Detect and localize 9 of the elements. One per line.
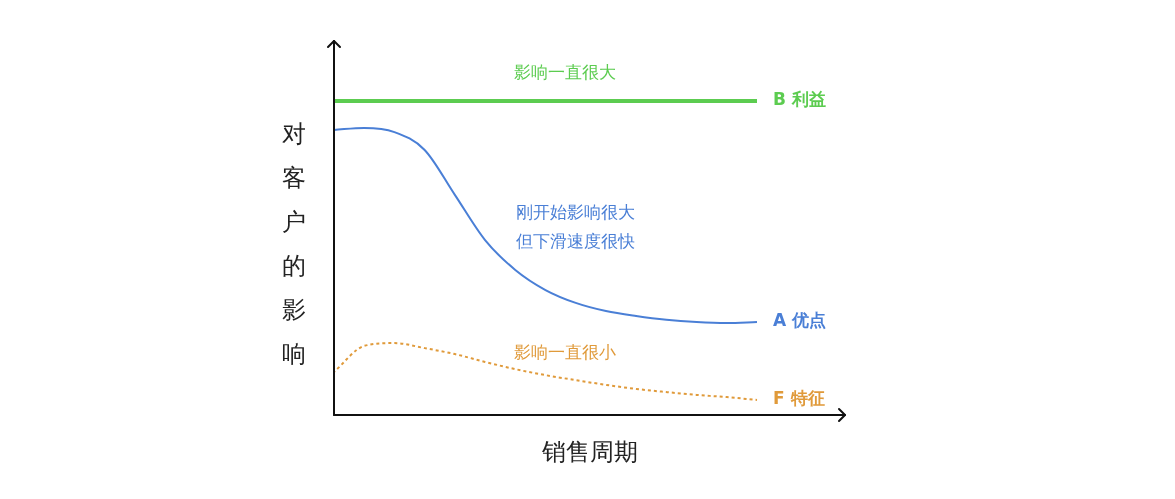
y-axis-title: 对客户的影响 xyxy=(282,119,307,370)
series-label: F 特征 xyxy=(773,388,825,409)
series-label: A 优点 xyxy=(773,310,827,331)
annotation: 但下滑速度很快 xyxy=(515,231,635,252)
x-axis-title: 销售周期 xyxy=(541,437,639,468)
annotation: 刚开始影响很大 xyxy=(515,202,635,223)
annotation: 影响一直很小 xyxy=(514,342,616,363)
series-label: B 利益 xyxy=(773,89,826,110)
text: 影响一直很大 xyxy=(514,62,616,83)
